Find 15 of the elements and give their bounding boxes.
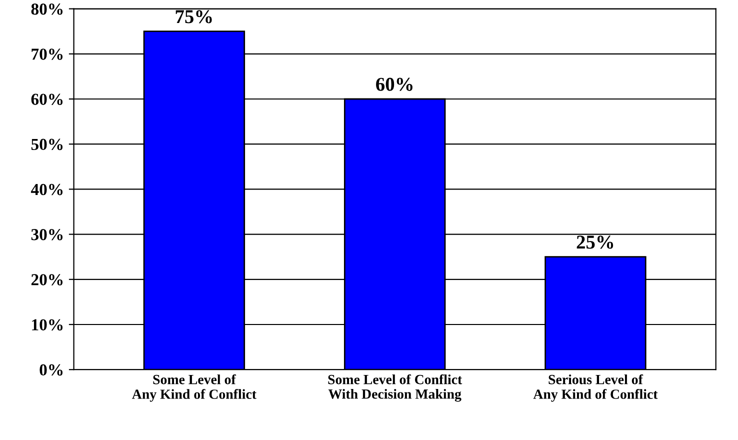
y-tick-label: 80%: [31, 4, 63, 15]
y-tick-label: 0%: [40, 364, 63, 376]
data-label: 60%: [376, 78, 412, 91]
y-tick-label: 30%: [31, 229, 63, 240]
y-tick-label: 10%: [32, 319, 63, 330]
y-tick-label: 40%: [30, 184, 63, 196]
data-label: 25%: [576, 236, 614, 249]
x-tick-label: Some Level of Conflict With Decision Making: [328, 374, 462, 402]
x-tick-label: Some Level of Any Kind of Conflict: [132, 374, 256, 402]
y-tick-label: 20%: [31, 274, 63, 286]
y-tick-label: 60%: [31, 94, 63, 105]
y-tick-label: 70%: [32, 48, 63, 60]
y-tick-label: 50%: [31, 138, 63, 150]
x-tick-label: Serious Level of Any Kind of Conflict: [533, 374, 658, 402]
data-label: 75%: [176, 10, 212, 24]
